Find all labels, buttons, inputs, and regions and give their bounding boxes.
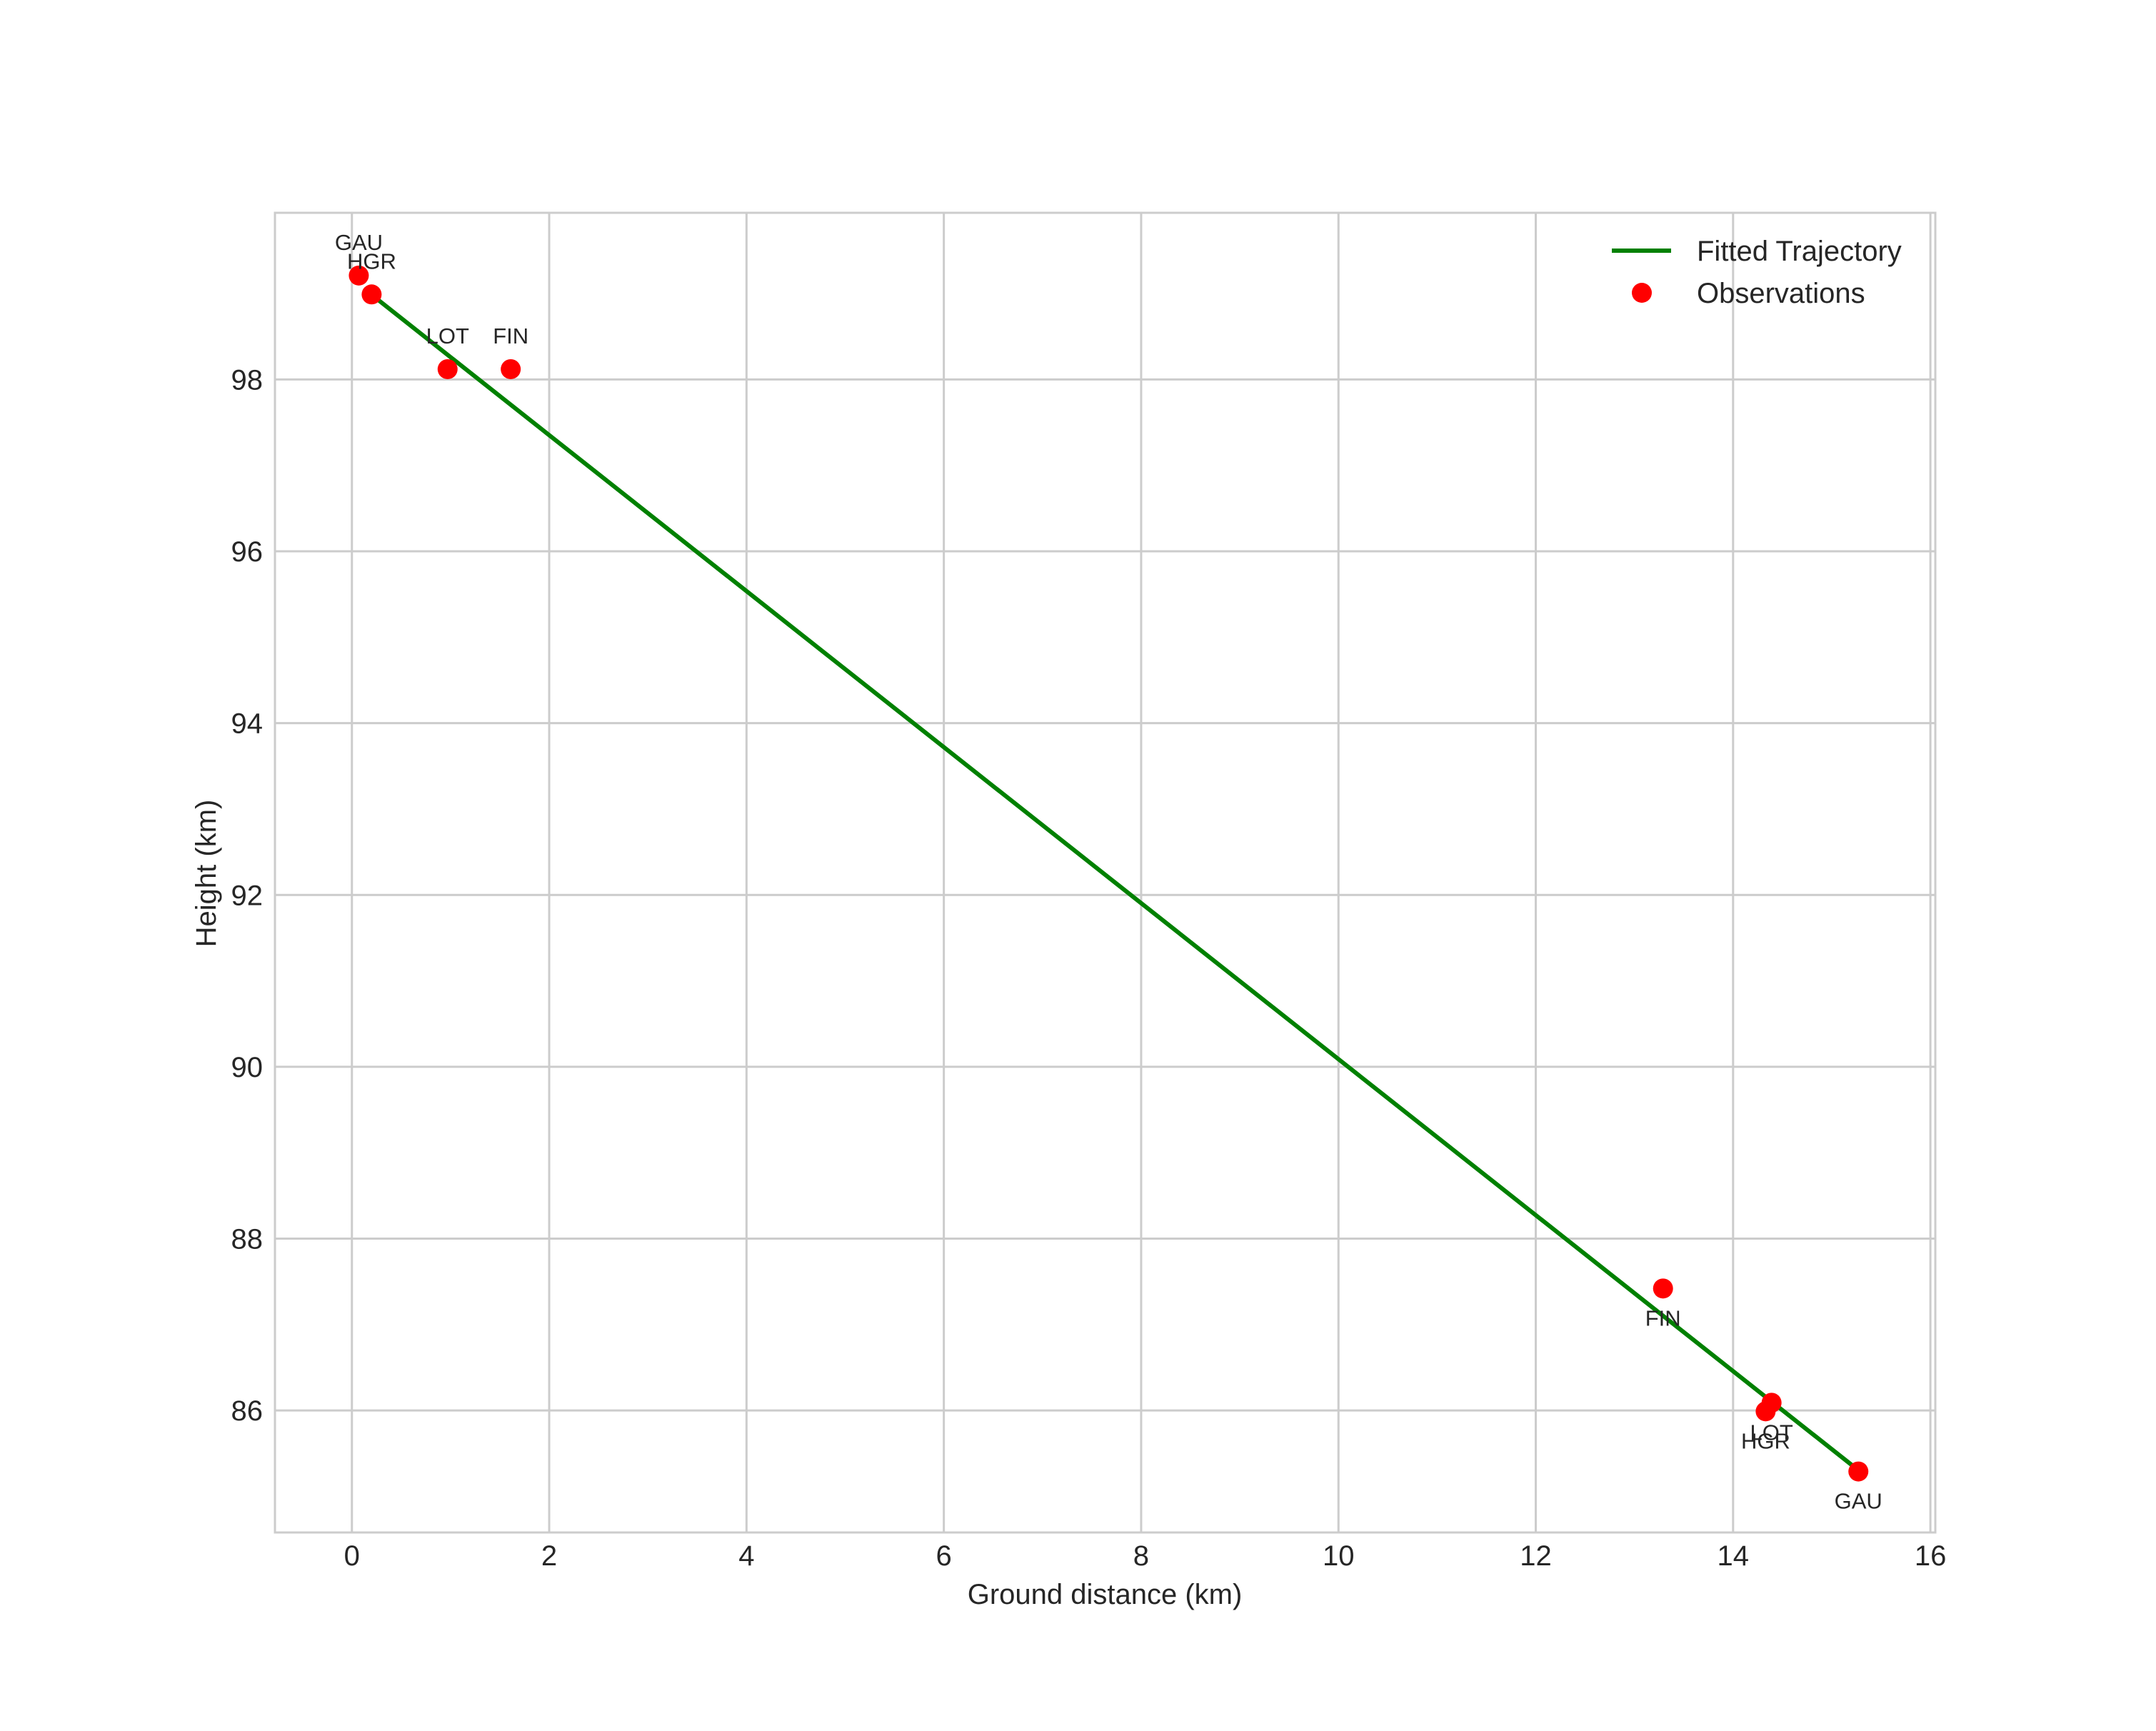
y-axis-ticks: 86 88 90 92 94 96 98 — [231, 364, 264, 1427]
fitted-trajectory-line — [363, 287, 1855, 1468]
legend-marker-swatch-icon — [1632, 283, 1652, 303]
observation-marker-gau — [349, 265, 369, 286]
x-tick-label: 2 — [541, 1540, 557, 1572]
x-axis-label: Ground distance (km) — [968, 1579, 1243, 1610]
observation-marker-hgr — [1755, 1401, 1776, 1422]
trajectory-line — [363, 287, 1855, 1468]
observation-label-fin: FIN — [493, 323, 528, 348]
y-tick-label: 92 — [231, 880, 264, 911]
observation-points — [349, 265, 1869, 1482]
observation-label-lot: LOT — [426, 323, 469, 348]
observation-label-fin: FIN — [1645, 1305, 1681, 1330]
x-tick-label: 14 — [1718, 1540, 1750, 1572]
y-tick-label: 90 — [231, 1052, 264, 1083]
x-tick-label: 4 — [738, 1540, 754, 1572]
legend: Fitted Trajectory Observations — [1612, 236, 1902, 309]
grid-lines — [275, 213, 1935, 1532]
x-tick-label: 16 — [1915, 1540, 1947, 1572]
observation-label-hgr: HGR — [1741, 1428, 1790, 1453]
observation-marker-lot — [437, 358, 458, 379]
x-tick-label: 10 — [1323, 1540, 1355, 1572]
legend-label-observations: Observations — [1697, 278, 1865, 309]
axes-frame — [274, 211, 1937, 1534]
observation-label-gau: GAU — [335, 230, 383, 255]
observation-marker-fin — [501, 358, 521, 379]
observation-label-hgr: HGR — [347, 249, 396, 274]
observation-marker-hgr — [361, 284, 382, 305]
observation-label-lot: LOT — [1750, 1420, 1793, 1445]
y-axis-label: Height (km) — [191, 800, 222, 948]
y-tick-label: 96 — [231, 536, 264, 568]
x-tick-label: 12 — [1520, 1540, 1552, 1572]
y-tick-label: 88 — [231, 1224, 264, 1255]
axes-border — [274, 211, 1937, 1534]
legend-label-fitted-trajectory: Fitted Trajectory — [1697, 236, 1902, 267]
x-tick-label: 0 — [344, 1540, 360, 1572]
y-tick-label: 86 — [231, 1395, 264, 1427]
observation-marker-fin — [1653, 1278, 1673, 1299]
observation-label-gau: GAU — [1835, 1489, 1882, 1514]
x-axis-ticks: 0 2 4 6 8 10 12 14 16 — [344, 1540, 1947, 1572]
y-tick-label: 98 — [231, 364, 264, 396]
y-tick-label: 94 — [231, 708, 264, 740]
observation-marker-gau — [1848, 1461, 1869, 1482]
x-tick-label: 6 — [936, 1540, 952, 1572]
x-tick-label: 8 — [1133, 1540, 1149, 1572]
